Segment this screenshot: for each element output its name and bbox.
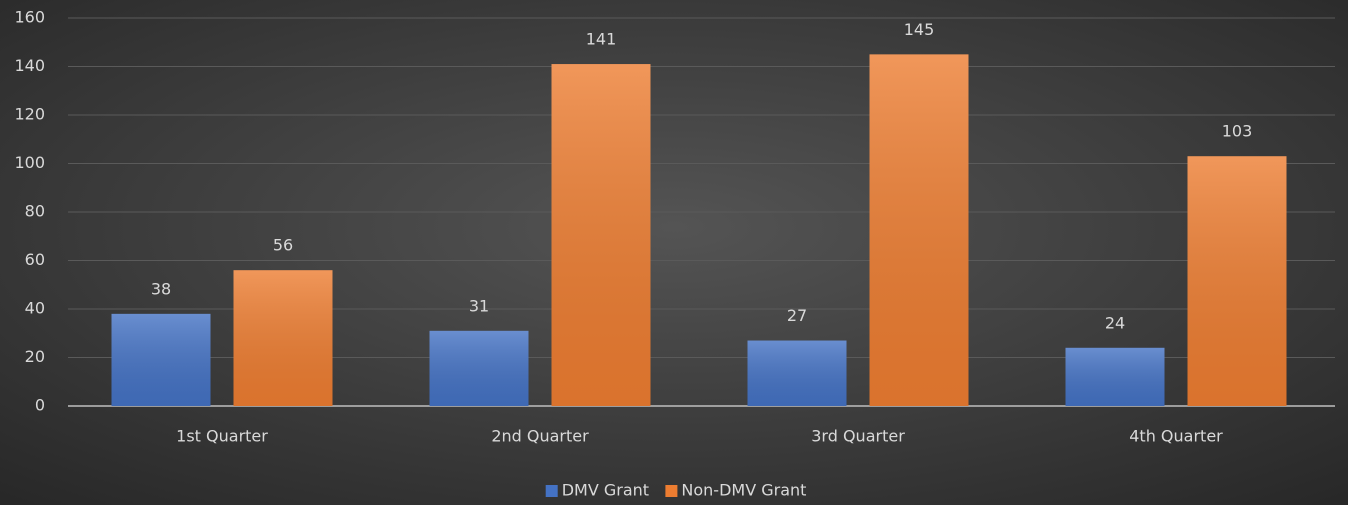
data-label: 27 — [787, 306, 807, 325]
y-tick-label: 40 — [25, 299, 45, 318]
data-label: 141 — [586, 30, 617, 49]
data-label: 31 — [469, 296, 489, 315]
data-label: 24 — [1105, 313, 1125, 332]
x-tick-label: 4th Quarter — [1129, 427, 1223, 446]
x-tick-label: 3rd Quarter — [811, 427, 905, 446]
y-tick-label: 80 — [25, 202, 45, 221]
bar-shine — [1187, 156, 1287, 406]
data-label: 103 — [1222, 122, 1253, 141]
legend-swatch — [545, 485, 558, 497]
x-tick-label: 1st Quarter — [176, 427, 268, 446]
y-tick-label: 0 — [35, 396, 45, 415]
y-tick-label: 160 — [14, 8, 45, 27]
y-tick-label: 60 — [25, 250, 45, 269]
bar-shine — [111, 313, 211, 406]
legend-label: DMV Grant — [562, 481, 649, 500]
legend-label: Non-DMV Grant — [681, 481, 806, 500]
x-tick-label: 2nd Quarter — [491, 427, 589, 446]
data-label: 56 — [273, 236, 293, 255]
bar-shine — [429, 330, 529, 406]
bar-shine — [1065, 347, 1165, 406]
y-tick-label: 120 — [14, 105, 45, 124]
legend-swatch — [665, 485, 678, 497]
bar-shine — [747, 340, 847, 406]
data-label: 145 — [904, 20, 935, 39]
y-tick-label: 140 — [14, 56, 45, 75]
y-tick-label: 20 — [25, 347, 45, 366]
bar-shine — [551, 64, 651, 406]
bar-shine — [233, 270, 333, 406]
y-tick-label: 100 — [14, 153, 45, 172]
bar-shine — [869, 54, 969, 406]
data-label: 38 — [151, 279, 171, 298]
